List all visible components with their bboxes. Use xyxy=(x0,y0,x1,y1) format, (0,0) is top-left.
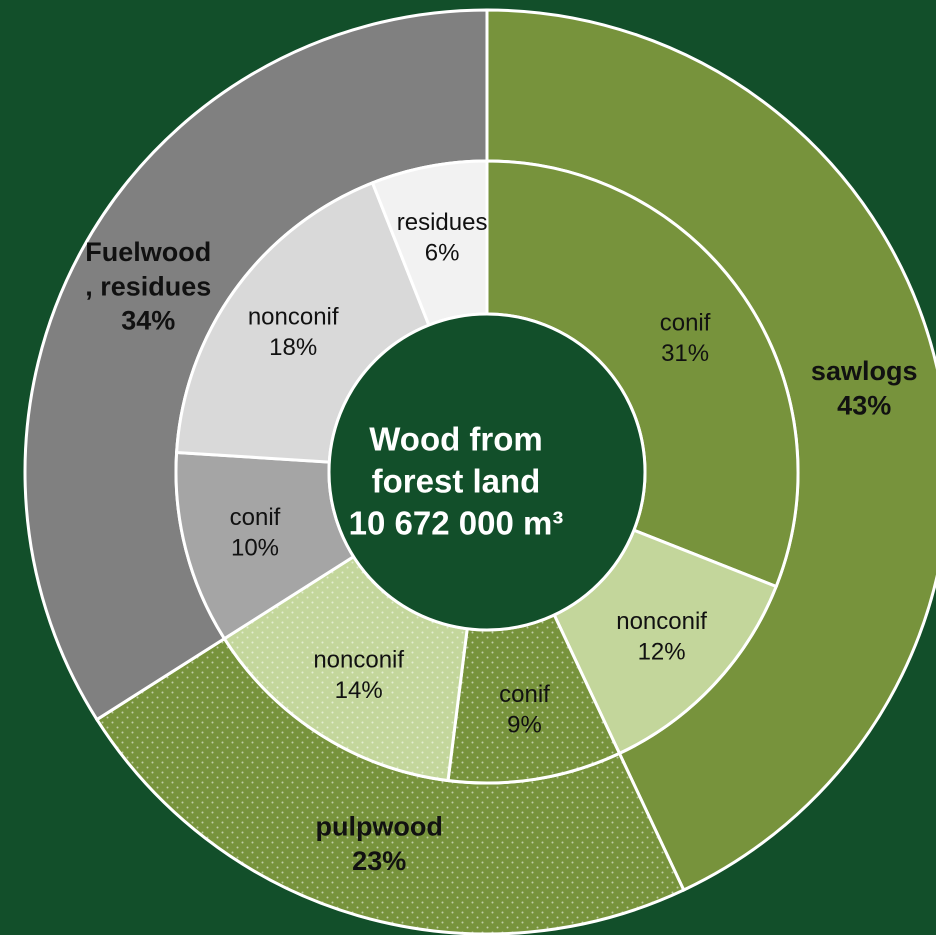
inner-segment-conif-2-dot-pattern xyxy=(448,614,620,784)
inner-label-nonconif-3: nonconif 14% xyxy=(313,646,404,704)
inner-label-conif-2: conif 9% xyxy=(499,681,550,739)
outer-ring xyxy=(23,8,936,935)
inner-label-conif-0: conif 31% xyxy=(660,310,711,368)
outer-label-sawlogs: sawlogs 43% xyxy=(811,356,918,420)
outer-segment-pulpwood-1-dot-pattern xyxy=(96,638,684,934)
inner-label-conif-4: conif 10% xyxy=(230,504,281,562)
labels: conif 31% nonconif 12% conif 9% nonconif 14% con… xyxy=(85,209,917,876)
center-hole xyxy=(327,312,647,632)
outer-label-pulpwood: pulpwood 23% xyxy=(315,812,442,876)
outer-label-fuelwood-residues: Fuelwood, residues 34% xyxy=(85,237,211,336)
inner-label-nonconif-5: nonconif 18% xyxy=(248,303,339,361)
inner-ring xyxy=(174,159,800,785)
inner-segment-nonconif-3-dot-pattern xyxy=(224,556,468,781)
center-title: Wood from forest land 10 672 000 m³ xyxy=(349,421,564,542)
inner-label-residues-6: residues 6% xyxy=(397,209,488,267)
inner-label-nonconif-1: nonconif 12% xyxy=(616,608,707,666)
